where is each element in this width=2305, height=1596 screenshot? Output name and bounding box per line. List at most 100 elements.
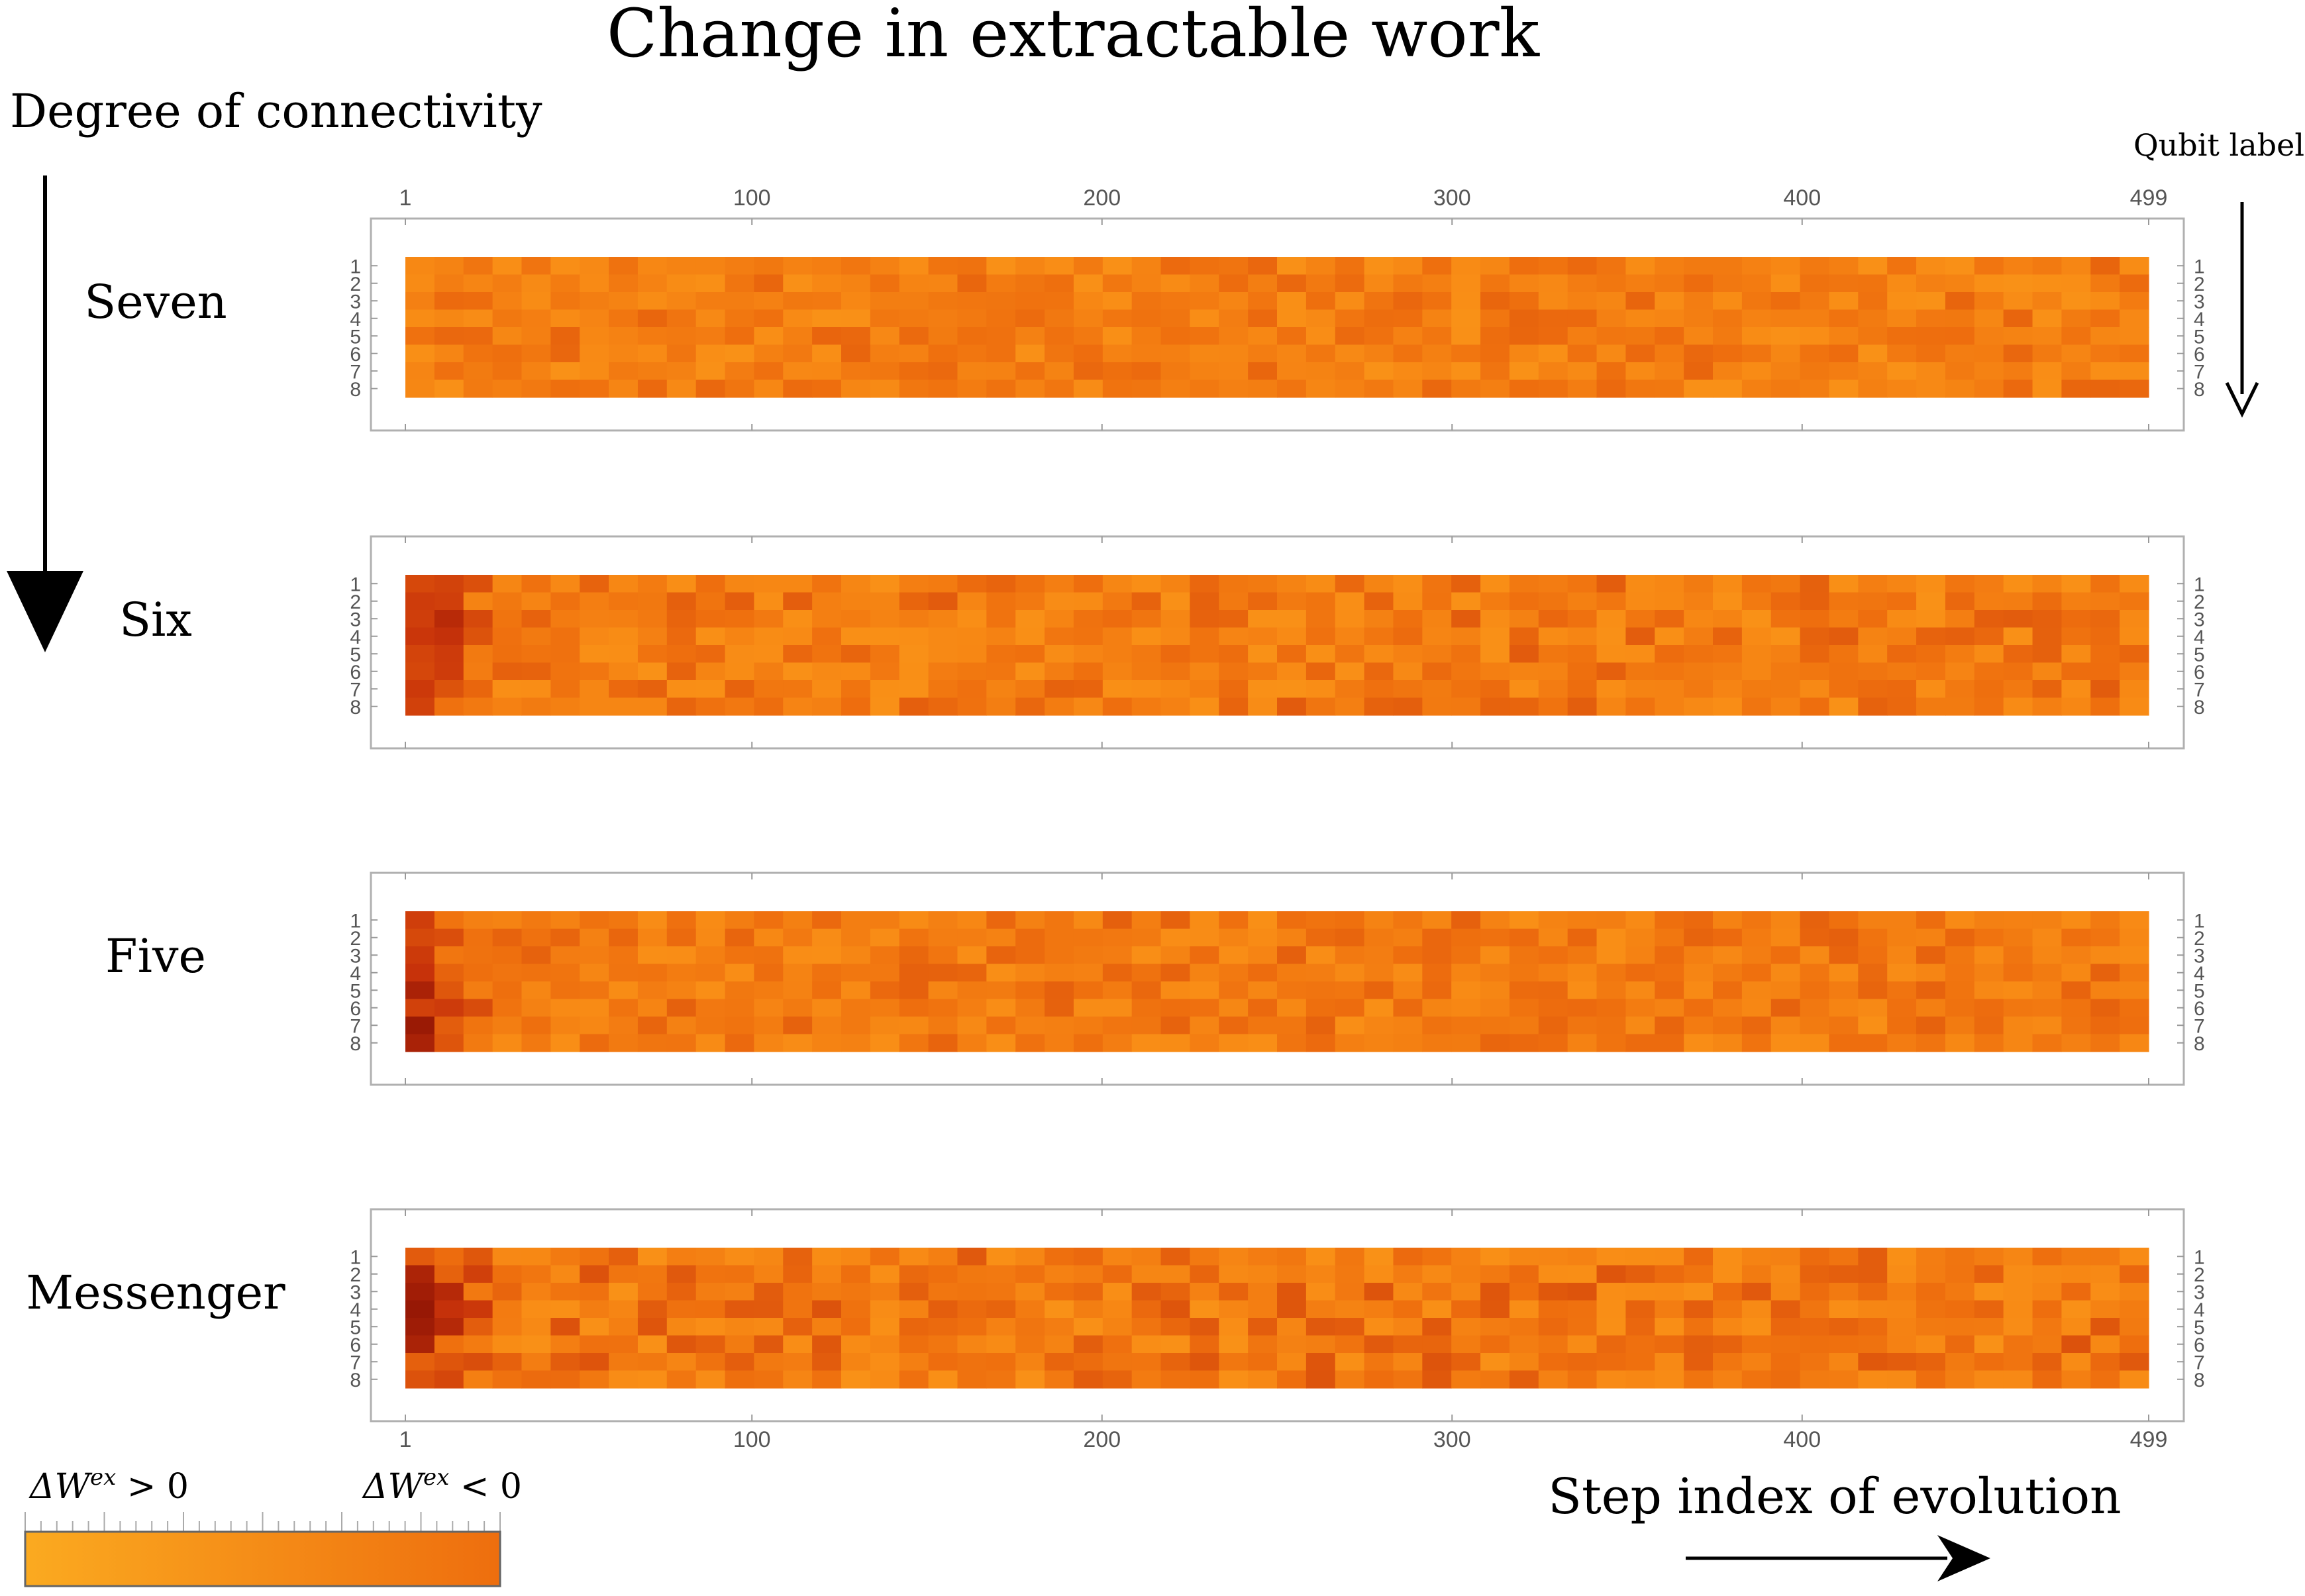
heatmap-cell — [1625, 292, 1655, 311]
heatmap-cell — [1393, 645, 1423, 664]
heatmap-cell — [986, 327, 1016, 346]
heatmap-cell — [1277, 981, 1307, 1000]
heatmap-cell — [812, 645, 842, 664]
heatmap-cell — [434, 1017, 464, 1035]
heatmap-cell — [928, 1318, 958, 1336]
heatmap-cell — [870, 344, 900, 363]
heatmap-cell — [1916, 627, 1946, 646]
heatmap-cell — [1306, 592, 1336, 611]
heatmap-cell — [1480, 575, 1510, 593]
heatmap-cell — [1451, 327, 1481, 346]
heatmap-cell — [2003, 1283, 2033, 1301]
heatmap-cell — [1829, 697, 1859, 716]
heatmap-cell — [1422, 1283, 1452, 1301]
heatmap-cell — [434, 946, 464, 965]
heatmap-cell — [783, 645, 813, 664]
heatmap-cell — [841, 274, 871, 293]
heatmap-cell — [637, 344, 668, 363]
heatmap-cell — [463, 1318, 493, 1336]
heatmap-cell — [2090, 1034, 2120, 1052]
heatmap-cell — [1974, 697, 2004, 716]
heatmap-cell — [2090, 1335, 2120, 1354]
heatmap-cell — [1364, 379, 1394, 398]
heatmap-cell — [783, 1283, 813, 1301]
heatmap-cell — [1451, 1353, 1481, 1372]
heatmap-cell — [1684, 680, 1714, 699]
heatmap-cell — [492, 379, 523, 398]
heatmap-cell — [1655, 344, 1684, 363]
heatmap-cell — [695, 981, 726, 1000]
heatmap-cell — [405, 1017, 435, 1035]
heatmap-cell — [957, 1300, 987, 1319]
heatmap-cell — [1713, 1318, 1743, 1336]
heatmap-cell — [463, 309, 493, 328]
heatmap-cell — [1829, 1248, 1859, 1266]
heatmap-cell — [1248, 362, 1278, 381]
heatmap-cell — [1277, 662, 1307, 681]
heatmap-cell — [899, 1300, 929, 1319]
heatmap-cell — [1393, 1335, 1423, 1354]
heatmap-cell — [870, 274, 900, 293]
heatmap-cell — [550, 645, 580, 664]
heatmap-cell — [1102, 327, 1133, 346]
heatmap-cell — [666, 911, 697, 930]
heatmap-cell — [1073, 999, 1103, 1017]
heatmap-cell — [695, 1353, 726, 1372]
heatmap-cell — [1596, 257, 1626, 275]
heatmap-cell — [666, 1265, 697, 1283]
heatmap-cell — [492, 592, 523, 611]
heatmap-cell — [1160, 309, 1190, 328]
y-tick-label: 2 — [2194, 1264, 2205, 1286]
heatmap-cell — [1131, 327, 1162, 346]
heatmap-cell — [1277, 627, 1307, 646]
heatmap-cell — [405, 1283, 435, 1301]
heatmap-cell — [666, 680, 697, 699]
heatmap-cell — [1567, 999, 1598, 1017]
heatmap-cell — [521, 344, 551, 363]
heatmap-cell — [550, 946, 580, 965]
heatmap-cell — [1131, 1265, 1162, 1283]
heatmap-cell — [1916, 662, 1946, 681]
heatmap-cell — [1625, 379, 1655, 398]
heatmap-cell — [1248, 1265, 1278, 1283]
heatmap-cell — [1219, 1034, 1249, 1052]
heatmap-cell — [609, 627, 639, 646]
heatmap-cell — [1364, 1353, 1394, 1372]
heatmap-cell — [957, 645, 987, 664]
heatmap-cell — [1045, 662, 1074, 681]
heatmap-cell — [1073, 362, 1103, 381]
heatmap-cell — [1887, 1335, 1917, 1354]
heatmap-cell — [1045, 911, 1074, 930]
heatmap-cell — [1480, 344, 1510, 363]
heatmap-cell — [1916, 1248, 1946, 1266]
heatmap-cell — [1567, 1034, 1598, 1052]
heatmap-cell — [1102, 645, 1133, 664]
heatmap-cell — [2032, 928, 2062, 947]
heatmap-cell — [550, 1248, 580, 1266]
heatmap-cell — [1045, 680, 1074, 699]
y-tick-label: 2 — [2194, 274, 2205, 295]
heatmap-cell — [1306, 1353, 1336, 1372]
heatmap-cell — [666, 999, 697, 1017]
heatmap-cell — [754, 1335, 784, 1354]
heatmap-cell — [492, 1353, 523, 1372]
heatmap-cell — [1567, 309, 1598, 328]
heatmap-cell — [1160, 662, 1190, 681]
heatmap-cell — [2061, 697, 2091, 716]
heatmap-cell — [1567, 257, 1598, 275]
heatmap-cell — [463, 1265, 493, 1283]
heatmap-cell — [695, 911, 726, 930]
heatmap-cell — [1684, 946, 1714, 965]
heatmap-cell — [637, 610, 668, 628]
heatmap-cell — [2090, 362, 2120, 381]
heatmap-cell — [463, 575, 493, 593]
heatmap-cell — [1770, 1300, 1801, 1319]
heatmap-cell — [1451, 575, 1481, 593]
heatmap-cell — [812, 928, 842, 947]
heatmap-cell — [812, 327, 842, 346]
heatmap-cell — [754, 610, 784, 628]
heatmap-cell — [1393, 1265, 1423, 1283]
heatmap-cell — [1015, 627, 1045, 646]
heatmap-cell — [1073, 1283, 1103, 1301]
